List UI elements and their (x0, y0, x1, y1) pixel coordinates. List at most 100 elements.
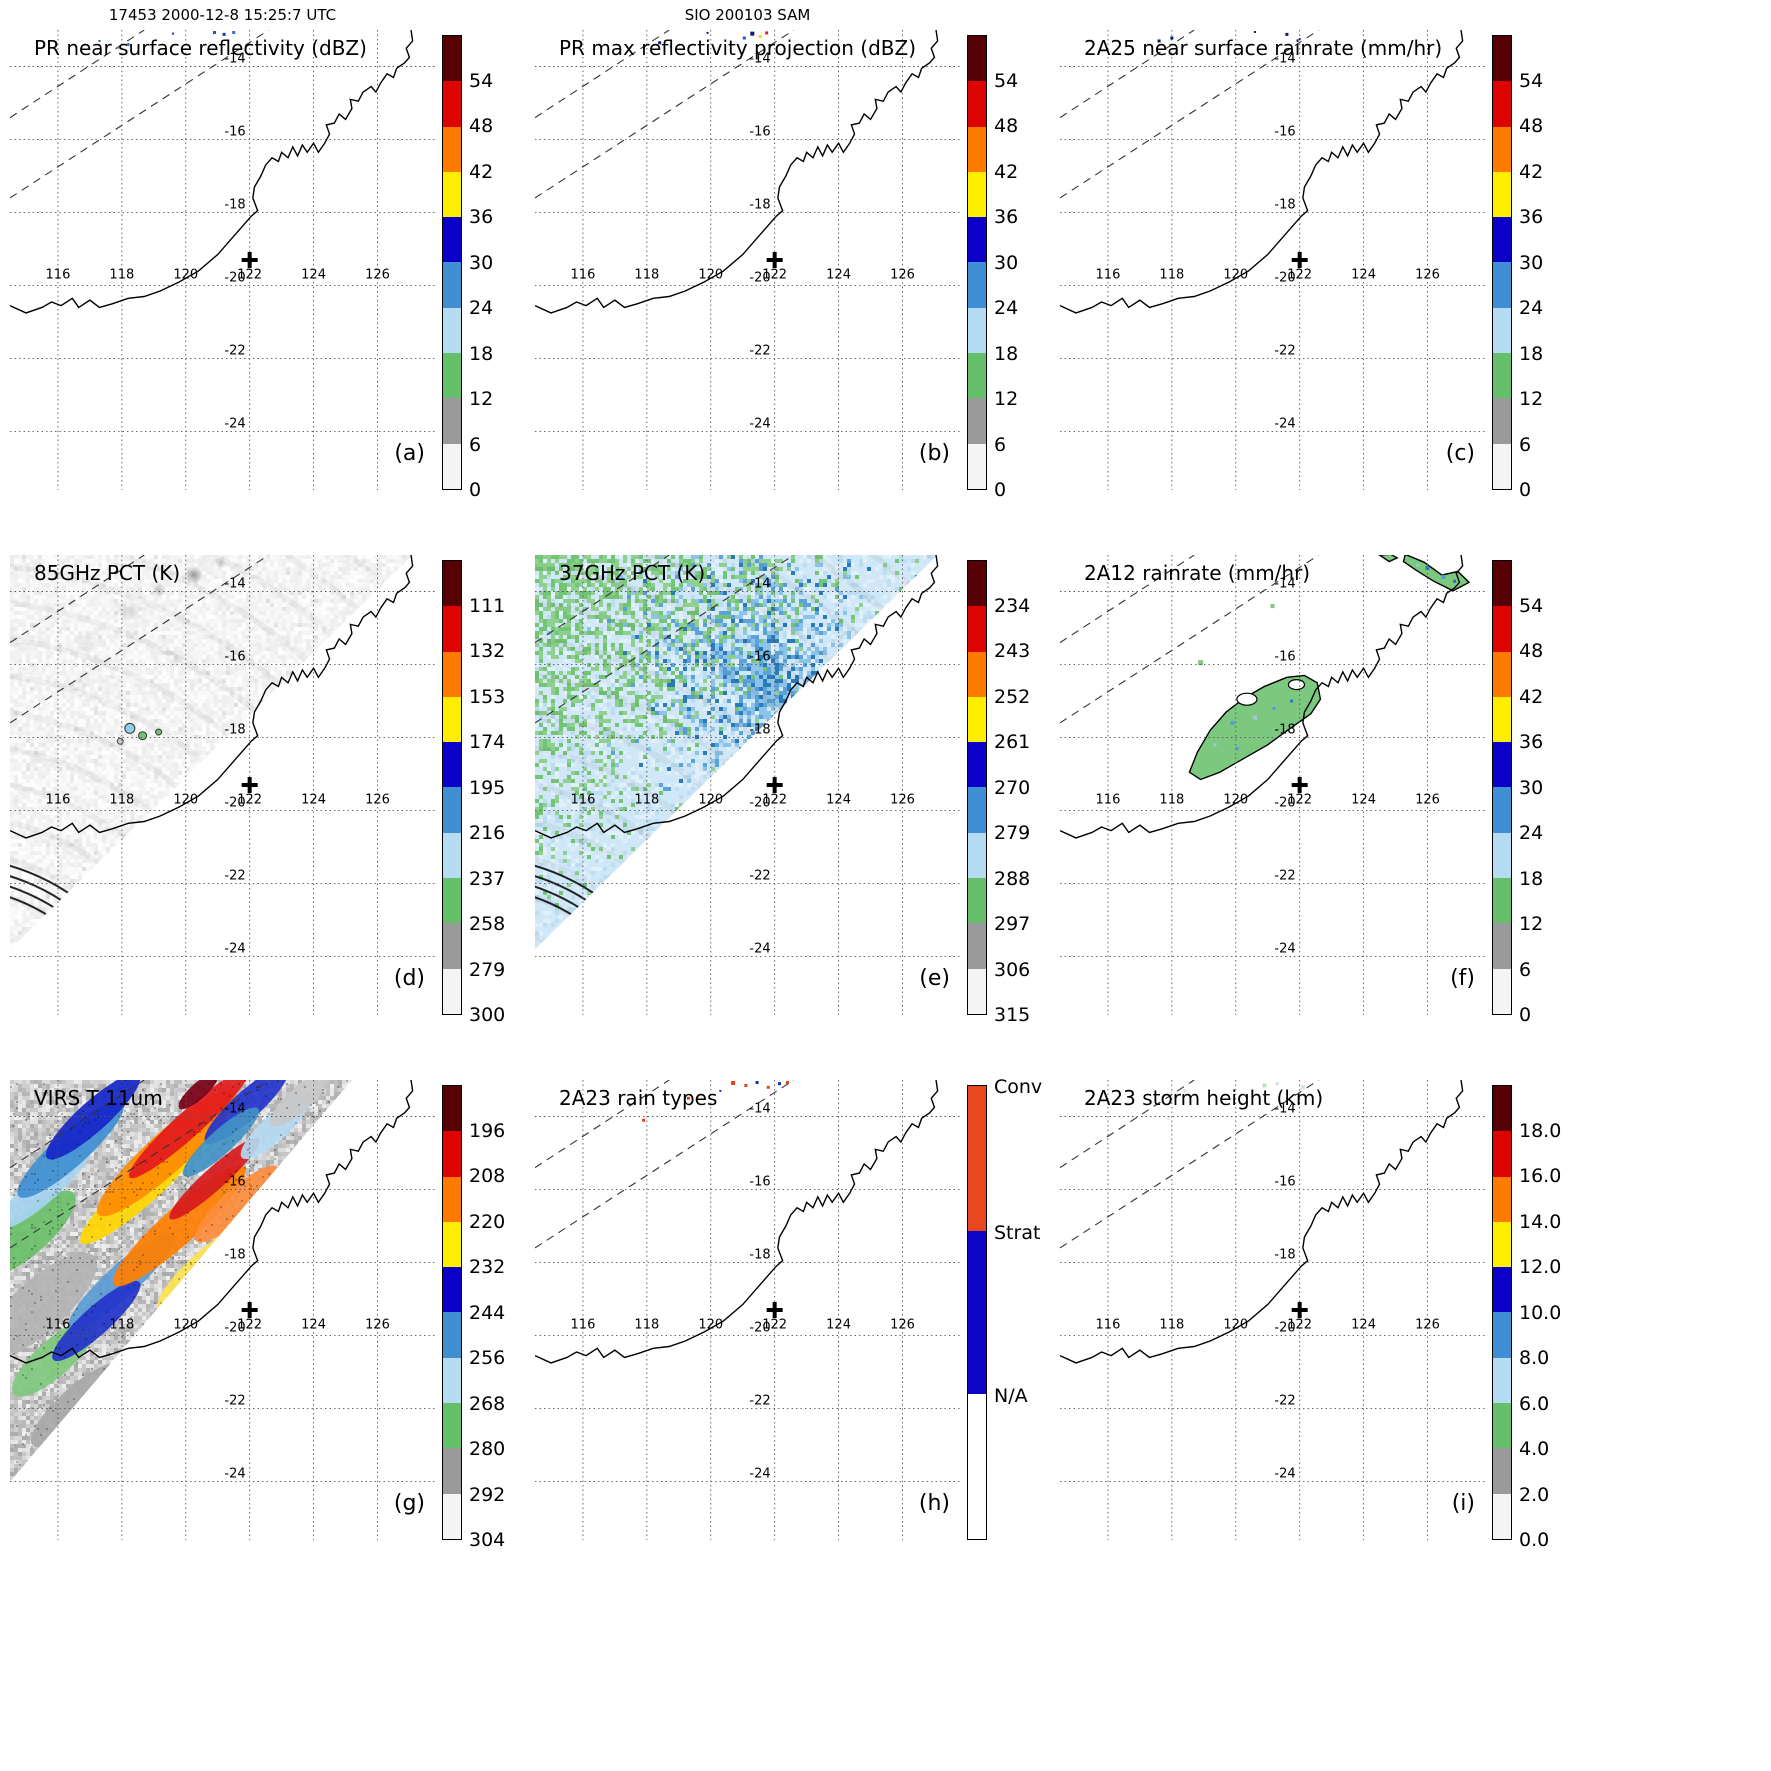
map-h: 2A23 rain types (h) (535, 1080, 960, 1540)
colorbar-segment (968, 968, 986, 1014)
map-canvas-g (10, 1080, 435, 1540)
colorbar-segment (968, 742, 986, 788)
colorbar-tick: 30 (994, 251, 1019, 274)
colorbar-segment (443, 262, 461, 308)
colorbar-tick: 36 (1519, 731, 1544, 753)
panel-title-d: 85GHz PCT (K) (34, 561, 181, 585)
colorbar-tick: 216 (469, 822, 506, 844)
panel-letter-c: (c) (1445, 441, 1475, 466)
colorbar-e: 234 243 252 261 270 279 288 297 306 315 (967, 560, 1057, 1026)
panel-title-b: PR max reflectivity projection (dBZ) (559, 36, 917, 60)
colorbar (967, 35, 987, 490)
colorbar-tick: 132 (469, 640, 506, 662)
colorbar-segment (443, 832, 461, 879)
colorbar-segment (443, 353, 461, 399)
colorbar-segment (443, 651, 461, 697)
colorbar-tick: 243 (994, 640, 1031, 662)
colorbar-tick: 297 (994, 913, 1031, 935)
colorbar-tick: 306 (994, 958, 1031, 981)
colorbar (967, 1085, 987, 1540)
map-d: 85GHz PCT (K) (d) (10, 555, 435, 1015)
colorbar-tick: 12 (1519, 388, 1544, 410)
colorbar-segment (443, 307, 461, 354)
colorbar-segment (968, 787, 986, 833)
colorbar (442, 560, 462, 1015)
colorbar-segment (968, 217, 986, 263)
colorbar-tick: 288 (994, 867, 1031, 890)
colorbar-segment (1493, 171, 1511, 218)
colorbar-segment (1493, 1176, 1511, 1222)
colorbar-tick: 30 (469, 251, 494, 274)
colorbar-segment (443, 126, 461, 172)
colorbar-segment (1493, 968, 1511, 1014)
panel-i: 2A23 storm height (km) (i) 18.0 16.0 14.0 1… (1060, 1080, 1582, 1558)
map-canvas-a (10, 30, 435, 490)
colorbar-segment (1493, 1221, 1511, 1268)
colorbar-tick: 6 (994, 433, 1007, 456)
colorbar-tick: 10.0 (1519, 1301, 1562, 1324)
colorbar (442, 1085, 462, 1540)
colorbar-tick: 16.0 (1519, 1165, 1562, 1187)
colorbar (967, 560, 987, 1015)
colorbar-segment (968, 126, 986, 172)
panel-letter-h: (h) (918, 1491, 950, 1516)
colorbar-tick: 196 (469, 1119, 506, 1142)
colorbar-tick: 304 (469, 1529, 506, 1551)
panel-letter-i: (i) (1451, 1491, 1475, 1516)
colorbar-tick: 300 (469, 1004, 506, 1026)
colorbar-label: N/A (994, 1385, 1028, 1408)
colorbar-segment (1493, 878, 1511, 924)
colorbar-segment (1493, 126, 1511, 172)
colorbar-segment (443, 1267, 461, 1313)
colorbar-tick: 232 (469, 1256, 506, 1278)
colorbar-tick: 268 (469, 1392, 506, 1415)
panel-b: PR max reflectivity projection (dBZ) (b)… (535, 30, 1057, 508)
colorbar-segment (1493, 1312, 1511, 1358)
colorbar-segment (1493, 1448, 1511, 1494)
colorbar-tick: 0 (1519, 1004, 1532, 1026)
colorbar-segment (443, 1086, 461, 1132)
colorbar-tick: 54 (469, 69, 494, 92)
colorbar-segment (968, 561, 986, 607)
colorbar-tick: 42 (994, 160, 1019, 183)
colorbar-segment (1493, 398, 1511, 444)
map-canvas-c (1060, 30, 1485, 490)
map-b: PR max reflectivity projection (dBZ) (b) (535, 30, 960, 490)
colorbar-segment (443, 1312, 461, 1358)
colorbar-segment (1493, 307, 1511, 354)
panel-title-i: 2A23 storm height (km) (1084, 1086, 1324, 1110)
colorbar-tick: 234 (994, 594, 1031, 617)
colorbar-segment (443, 81, 461, 127)
colorbar-tick: 208 (469, 1165, 506, 1187)
panel-letter-f: (f) (1450, 966, 1475, 991)
colorbar-tick: 270 (994, 776, 1031, 799)
colorbar-segment (443, 878, 461, 924)
colorbar-tick: 42 (1519, 685, 1544, 708)
colorbar-tick: 54 (1519, 594, 1544, 617)
colorbar-segment-na (968, 1394, 986, 1539)
colorbar-tick: 280 (469, 1438, 506, 1460)
colorbar-tick: 315 (994, 1004, 1031, 1026)
panel-letter-a: (a) (394, 441, 425, 466)
colorbar-segment (1493, 742, 1511, 788)
map-i: 2A23 storm height (km) (i) (1060, 1080, 1485, 1540)
panel-title-c: 2A25 near surface rainrate (mm/hr) (1084, 36, 1443, 60)
colorbar-segment (1493, 1357, 1511, 1404)
map-a: PR near surface reflectivity (dBZ) (a) (10, 30, 435, 490)
map-g: VIRS T 11um (g) (10, 1080, 435, 1540)
colorbar-segment (443, 1448, 461, 1494)
colorbar-segment (968, 36, 986, 82)
colorbar-segment (968, 443, 986, 489)
colorbar-tick: 48 (1519, 115, 1544, 137)
colorbar-segment (968, 307, 986, 354)
map-canvas-d (10, 555, 435, 1015)
colorbar-segment (1493, 787, 1511, 833)
colorbar-tick: 18 (994, 342, 1019, 365)
colorbar-tick: 48 (994, 115, 1019, 137)
colorbar-i: 18.0 16.0 14.0 12.0 10.0 8.0 6.0 4.0 2.0 0.0 (1492, 1085, 1582, 1551)
colorbar-segment (968, 262, 986, 308)
colorbar-tick: 24 (994, 297, 1019, 319)
colorbar-segment (1493, 353, 1511, 399)
colorbar-tick: 261 (994, 731, 1031, 753)
colorbar-label: Strat (994, 1221, 1041, 1244)
